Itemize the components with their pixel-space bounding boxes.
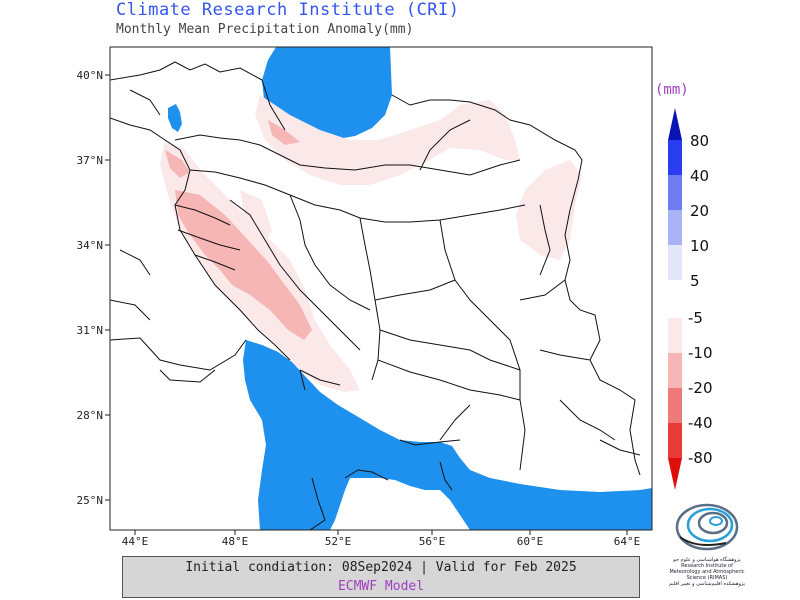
anomaly-patch — [268, 120, 300, 145]
lon-label: 56°E — [419, 535, 446, 548]
lat-label: 25°N — [77, 494, 104, 507]
lat-label: 40°N — [77, 69, 104, 82]
legend-swatch-positive — [668, 245, 682, 280]
footer-box: Initial condiation: 08Sep2024 | Valid fo… — [122, 556, 640, 598]
legend-label: 40 — [690, 167, 709, 185]
legend-label: 10 — [690, 237, 709, 255]
anomaly-patch — [255, 95, 520, 185]
legend-swatch-negative — [668, 353, 682, 388]
initial-condition-text: Initial condiation: 08Sep2024 | Valid fo… — [185, 560, 577, 575]
legend-label: 80 — [690, 132, 709, 150]
institute-logo: پژوهشگاه هواشناسی و علوم جو Research Ins… — [666, 497, 748, 597]
logo-caption-fa2: پژوهشکده اقلیم‌شناسی و تغییر اقلیم — [668, 581, 746, 587]
logo-caption: پژوهشگاه هواشناسی و علوم جو Research Ins… — [666, 557, 748, 587]
model-name: ECMWF Model — [337, 579, 425, 594]
map-title: Climate Research Institute (CRI) — [116, 0, 460, 20]
legend-label: -80 — [688, 449, 713, 467]
anomaly-patch — [240, 190, 272, 250]
legend-label: 20 — [690, 202, 709, 220]
legend-swatch-positive — [668, 140, 682, 175]
lat-label: 31°N — [77, 324, 104, 337]
logo-caption-en: Research Institute of Meteorology and At… — [669, 563, 745, 581]
legend-arrow-top — [668, 108, 682, 140]
legend-swatch-negative — [668, 318, 682, 353]
legend-swatch-negative — [668, 423, 682, 458]
lon-label: 64°E — [614, 535, 641, 548]
legend-swatch-negative — [668, 388, 682, 423]
borders — [110, 61, 641, 530]
legend-label: -5 — [688, 309, 703, 327]
lon-label: 60°E — [517, 535, 544, 548]
legend-label: -20 — [688, 379, 713, 397]
anomaly-patch — [165, 150, 190, 178]
map-subtitle: Monthly Mean Precipitation Anomaly(mm) — [116, 22, 414, 37]
lat-label: 34°N — [77, 239, 104, 252]
anomaly-patch — [175, 190, 312, 340]
lake-urmia — [168, 104, 182, 132]
lon-label: 48°E — [222, 535, 249, 548]
lat-label: 28°N — [77, 409, 104, 422]
lon-label: 52°E — [325, 535, 352, 548]
legend-label: -40 — [688, 414, 713, 432]
legend-label: -10 — [688, 344, 713, 362]
logo-caption-fa: پژوهشگاه هواشناسی و علوم جو — [673, 557, 741, 563]
legend-label: 5 — [690, 272, 700, 290]
legend-arrow-bottom — [668, 458, 682, 490]
legend-swatch-positive — [668, 175, 682, 210]
persian-gulf — [243, 340, 652, 530]
logo-swirl-icon — [675, 503, 739, 551]
legend-swatch-positive — [668, 210, 682, 245]
lat-label: 37°N — [77, 154, 104, 167]
lon-label: 44°E — [122, 535, 149, 548]
legend-unit: (mm) — [655, 82, 689, 98]
